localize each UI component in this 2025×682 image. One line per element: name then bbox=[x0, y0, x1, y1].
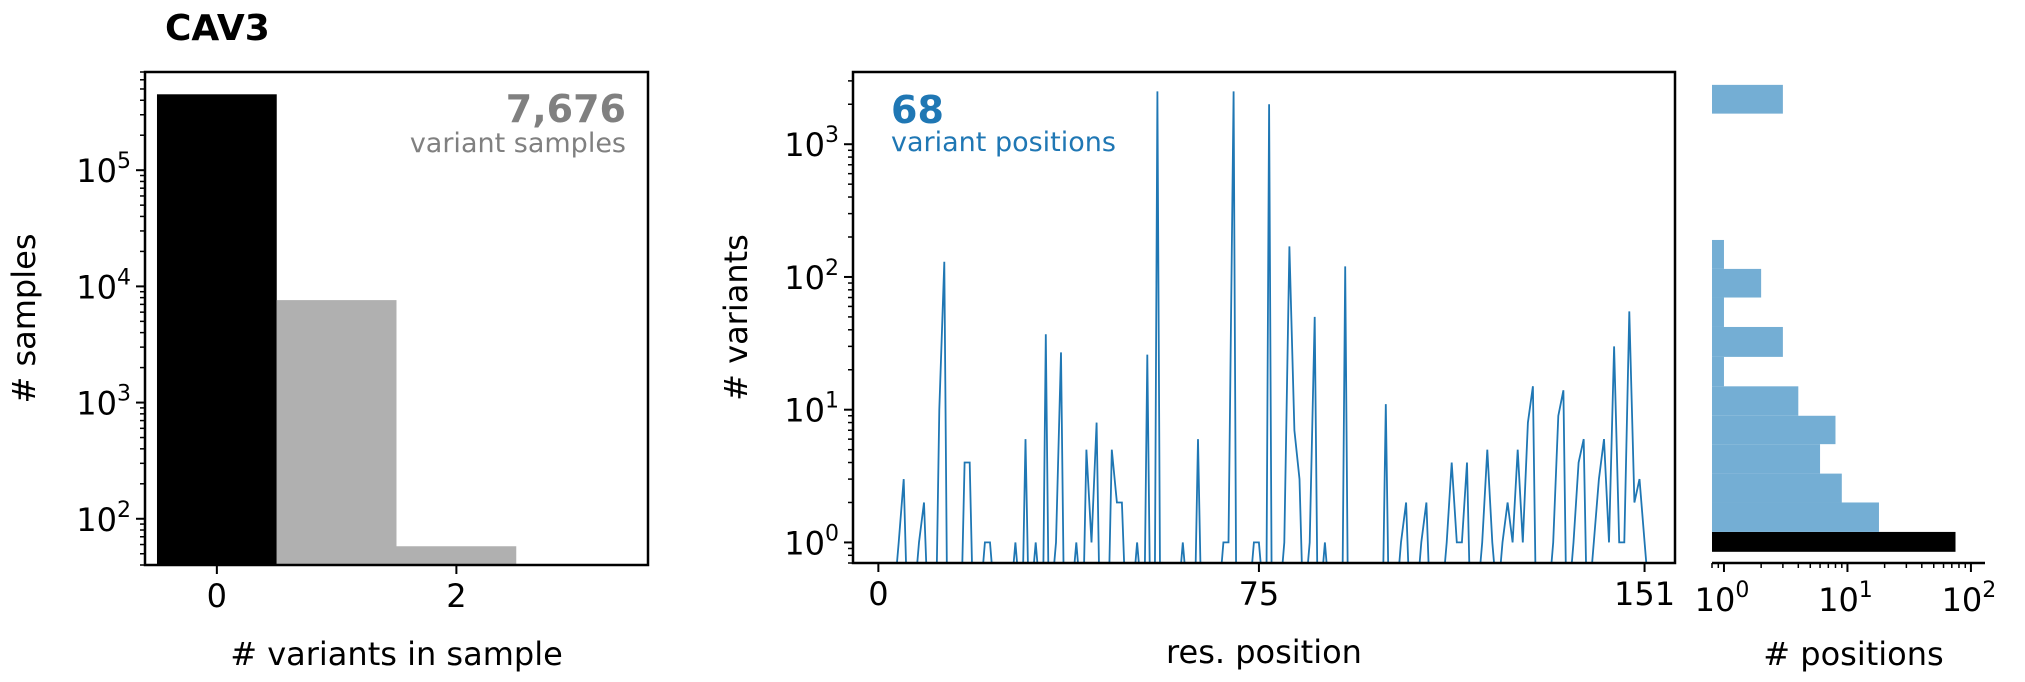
variant-samples-count: 7,676 bbox=[506, 87, 626, 131]
y-tick-label-3: 103 bbox=[784, 123, 839, 164]
x-tick-label-1: 2 bbox=[446, 577, 466, 615]
x-axis-label: # variants in sample bbox=[230, 635, 563, 673]
x-tick-label-0: 0 bbox=[868, 575, 888, 613]
variant-positions-label: variant positions bbox=[891, 127, 1116, 158]
x-tick-label-1: 101 bbox=[1818, 578, 1873, 619]
variant-positions-line-panel: 100 101 102 103 0 75 151 res. position # variant… bbox=[717, 70, 1677, 671]
x-axis-label: res. position bbox=[1166, 633, 1362, 671]
y-tick-label-2: 102 bbox=[784, 256, 839, 297]
variant-samples-label: variant samples bbox=[410, 128, 626, 159]
y-axis-label: # variants bbox=[717, 234, 755, 401]
x-axis-label: # positions bbox=[1763, 635, 1943, 673]
x-tick-label-2: 102 bbox=[1942, 578, 1997, 619]
position-bin-bar-10 bbox=[1712, 239, 1724, 269]
x-tick-label-0: 100 bbox=[1695, 578, 1750, 619]
histogram-bar-2 bbox=[396, 546, 517, 565]
y-tick-label-0: 102 bbox=[76, 498, 131, 539]
position-bin-bar-4 bbox=[1712, 415, 1836, 445]
variant-count-line bbox=[896, 91, 1648, 563]
y-tick-label-0: 100 bbox=[784, 521, 839, 562]
plot-frame bbox=[143, 70, 650, 567]
x-tick-label-0: 0 bbox=[207, 577, 227, 615]
positions-histogram-panel: 100 101 102 # positions bbox=[1695, 84, 1997, 673]
position-bin-bar-3 bbox=[1712, 444, 1821, 474]
y-tick-label-2: 104 bbox=[76, 265, 131, 306]
histogram-bar-0 bbox=[156, 94, 277, 566]
y-tick-label-3: 105 bbox=[76, 149, 131, 190]
samples-histogram-panel: 102 103 104 105 0 2 # variants in sample # samp… bbox=[5, 70, 650, 673]
position-bin-bar-2 bbox=[1712, 473, 1842, 503]
x-tick-label-2: 151 bbox=[1614, 575, 1675, 613]
figure-title: CAV3 bbox=[165, 8, 270, 49]
x-tick-label-1: 75 bbox=[1239, 575, 1280, 613]
position-bin-bar-5 bbox=[1712, 386, 1799, 416]
y-axis-label: # samples bbox=[5, 234, 43, 404]
position-bin-bar-6 bbox=[1712, 356, 1724, 387]
position-bin-bar-9 bbox=[1712, 268, 1762, 298]
position-bin-bar-0 bbox=[1712, 531, 1956, 552]
position-bin-bar-1 bbox=[1712, 502, 1879, 532]
position-bin-bar-7 bbox=[1712, 326, 1783, 357]
position-bin-bar-8 bbox=[1712, 297, 1724, 327]
y-tick-label-1: 101 bbox=[784, 389, 839, 430]
position-bin-bar-11 bbox=[1712, 84, 1783, 114]
variant-positions-count: 68 bbox=[891, 88, 944, 132]
histogram-bar-1 bbox=[276, 300, 397, 565]
y-tick-label-1: 103 bbox=[76, 382, 131, 423]
